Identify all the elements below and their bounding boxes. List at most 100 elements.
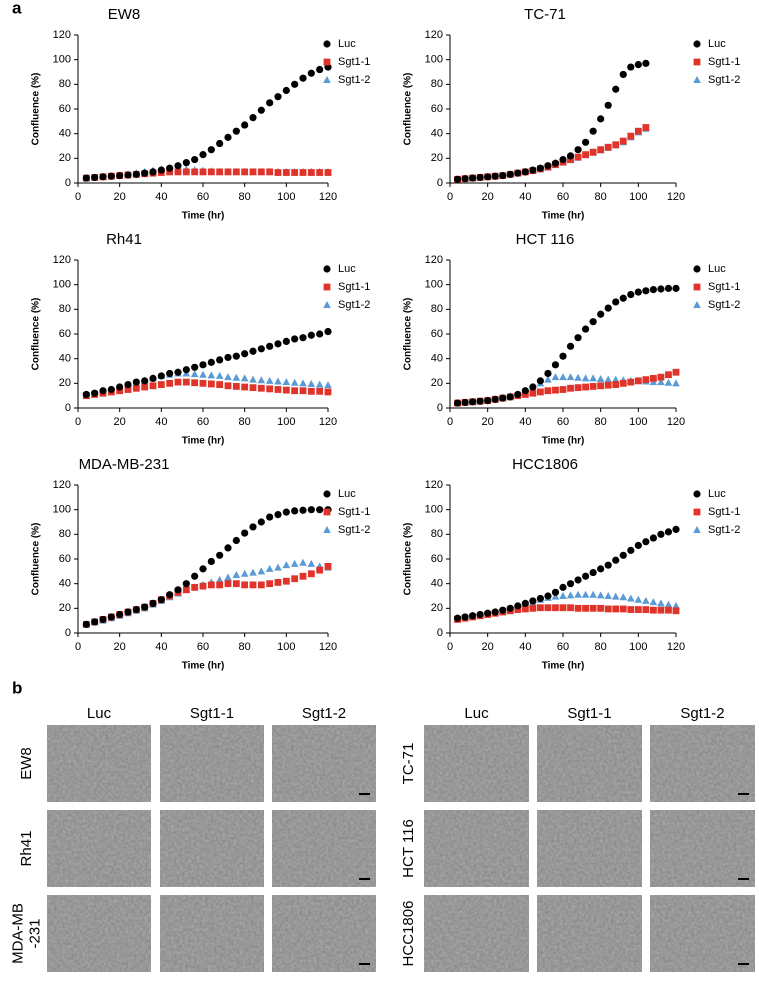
marker [257, 581, 265, 589]
row-label: MDA-MB [9, 903, 26, 964]
legend-marker [323, 490, 331, 498]
marker [199, 168, 207, 176]
y-tick-label: 40 [431, 578, 443, 590]
marker [216, 551, 224, 559]
marker [627, 290, 635, 299]
legend-marker [323, 40, 331, 48]
marker [537, 604, 544, 612]
legend-marker [323, 301, 331, 308]
marker [566, 152, 575, 160]
marker [166, 379, 174, 387]
marker [611, 375, 620, 383]
marker [499, 606, 507, 614]
marker [307, 506, 315, 514]
chart: HCT 116 0 20 40 60 80 100 120 0 20 40 60 80 100 120 Tim… [403, 231, 741, 447]
marker [529, 604, 537, 612]
marker [627, 63, 635, 71]
marker [124, 380, 132, 389]
marker [282, 378, 291, 386]
marker [124, 386, 132, 393]
marker [266, 385, 274, 393]
marker [604, 375, 612, 383]
marker [141, 169, 149, 177]
marker [627, 132, 635, 140]
marker [307, 559, 316, 567]
legend-label: Sgt1-1 [708, 506, 740, 518]
y-axis-label: Confluence (%) [403, 523, 414, 596]
marker [627, 606, 635, 613]
marker [657, 599, 665, 607]
marker [604, 381, 612, 389]
x-tick-label: 100 [629, 641, 647, 653]
legend-marker [693, 40, 701, 48]
marker [597, 146, 605, 154]
marker [559, 604, 567, 612]
marker [166, 164, 174, 172]
legend-label: Sgt1-2 [708, 524, 740, 536]
marker [582, 325, 590, 333]
marker [232, 536, 240, 545]
marker [274, 563, 282, 571]
chart: EW8 0 20 40 60 80 100 120 0 20 40 60 80 100 120 Time (h… [31, 6, 371, 222]
marker [307, 379, 316, 387]
y-tick-label: 80 [59, 303, 71, 315]
legend-marker [693, 508, 701, 516]
marker [491, 608, 499, 616]
marker [604, 592, 612, 599]
marker [597, 115, 605, 123]
x-tick-label: 40 [519, 191, 531, 203]
x-tick-label: 20 [482, 641, 494, 653]
marker [521, 387, 529, 395]
marker [491, 395, 499, 403]
marker [453, 399, 462, 407]
marker [544, 387, 552, 395]
y-tick-label: 120 [53, 254, 71, 266]
x-tick-label: 0 [75, 191, 81, 203]
chart-title: HCC1806 [512, 456, 578, 473]
marker [499, 172, 507, 180]
marker [257, 567, 266, 575]
marker [634, 541, 642, 550]
marker [650, 375, 657, 382]
chart: TC-71 0 20 40 60 80 100 120 0 20 40 60 80 100 120 Time … [403, 6, 741, 222]
marker [241, 383, 249, 391]
marker [282, 561, 291, 569]
marker [574, 384, 582, 392]
marker [215, 371, 224, 379]
marker [566, 580, 575, 588]
micrograph-texture [650, 725, 755, 802]
marker [642, 538, 650, 546]
marker [634, 288, 642, 296]
marker [232, 373, 241, 381]
marker [207, 371, 216, 379]
marker [672, 368, 680, 376]
micrograph-texture [160, 895, 264, 972]
marker [299, 169, 307, 176]
marker [182, 586, 190, 594]
y-tick-label: 100 [425, 279, 443, 291]
legend-label: Sgt1-2 [338, 74, 370, 86]
marker [132, 170, 140, 178]
marker [207, 146, 215, 154]
marker [552, 386, 559, 394]
marker [224, 133, 232, 141]
marker [232, 352, 240, 360]
marker [216, 168, 224, 176]
x-tick-label: 40 [155, 416, 167, 428]
x-tick-label: 100 [629, 191, 647, 203]
micrograph-texture [424, 895, 529, 972]
marker [199, 370, 207, 378]
marker [182, 378, 190, 386]
marker [149, 382, 157, 390]
micrograph-texture [272, 810, 376, 887]
x-tick-label: 40 [519, 416, 531, 428]
marker [649, 286, 658, 294]
y-tick-label: 40 [59, 578, 71, 590]
column-header: Sgt1-1 [190, 705, 234, 722]
marker [521, 391, 529, 398]
marker [299, 74, 307, 82]
marker [199, 379, 207, 387]
legend-label: Luc [708, 488, 726, 500]
marker [521, 599, 529, 608]
marker [182, 580, 190, 588]
